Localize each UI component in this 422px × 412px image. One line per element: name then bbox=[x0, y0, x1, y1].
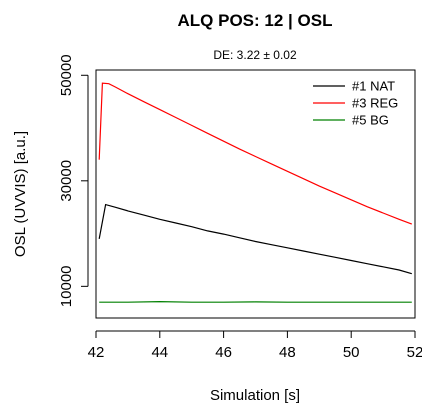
legend: #1 NAT #3 REG #5 BG bbox=[313, 79, 398, 128]
x-tick-label: 48 bbox=[279, 344, 296, 361]
legend-label-1: #1 NAT bbox=[352, 79, 395, 94]
chart-title: ALQ POS: 12 | OSL bbox=[178, 11, 333, 30]
legend-label-2: #3 REG bbox=[352, 96, 398, 111]
series-line-1 bbox=[98, 203, 412, 275]
plot-area-frame bbox=[95, 69, 416, 319]
y-axis-label: OSL (UVVIS) [a.u.] bbox=[12, 131, 29, 257]
chart-subtitle: DE: 3.22 ± 0.02 bbox=[213, 48, 297, 62]
legend-label-3: #5 BG bbox=[352, 113, 389, 128]
x-tick-label: 42 bbox=[88, 344, 105, 361]
series-group bbox=[98, 82, 413, 303]
x-axis-label: Simulation [s] bbox=[210, 387, 300, 404]
x-tick-label: 50 bbox=[343, 344, 360, 361]
series-line-2 bbox=[98, 82, 413, 225]
y-tick-label: 50000 bbox=[58, 54, 75, 96]
x-tick-label: 44 bbox=[151, 344, 168, 361]
y-tick-label: 10000 bbox=[58, 265, 75, 307]
x-axis: 42 44 46 48 50 52 bbox=[88, 330, 422, 361]
y-tick-label: 30000 bbox=[58, 160, 75, 202]
x-tick-label: 46 bbox=[215, 344, 232, 361]
y-axis: 10000 30000 50000 bbox=[58, 54, 89, 307]
series-line-3 bbox=[99, 300, 412, 303]
x-tick-label: 52 bbox=[407, 344, 422, 361]
